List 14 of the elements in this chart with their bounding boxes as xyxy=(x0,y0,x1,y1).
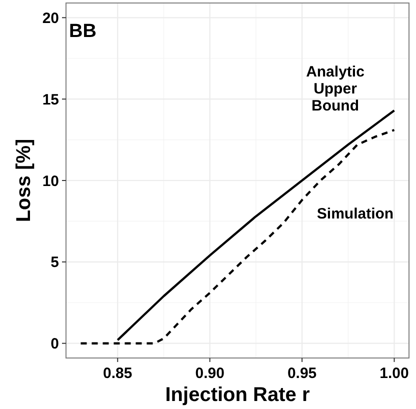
y-tick-label: 0 xyxy=(50,336,59,353)
y-tick-label: 5 xyxy=(50,254,59,272)
series-label: Simulation xyxy=(316,205,394,222)
x-tick-label: 1.00 xyxy=(380,365,409,382)
y-tick-label: 20 xyxy=(42,10,59,27)
x-axis-title: Injection Rate r xyxy=(165,384,310,406)
x-tick-label: 0.85 xyxy=(103,365,132,382)
annotation: BB xyxy=(69,21,96,42)
x-tick-label: 0.95 xyxy=(287,365,317,382)
series-label: Analytic Upper Bound xyxy=(306,64,364,115)
y-axis-title: Loss [%] xyxy=(13,138,35,222)
y-tick-label: 15 xyxy=(42,91,59,108)
y-tick-label: 10 xyxy=(42,172,59,190)
x-tick-label: 0.90 xyxy=(195,365,224,382)
